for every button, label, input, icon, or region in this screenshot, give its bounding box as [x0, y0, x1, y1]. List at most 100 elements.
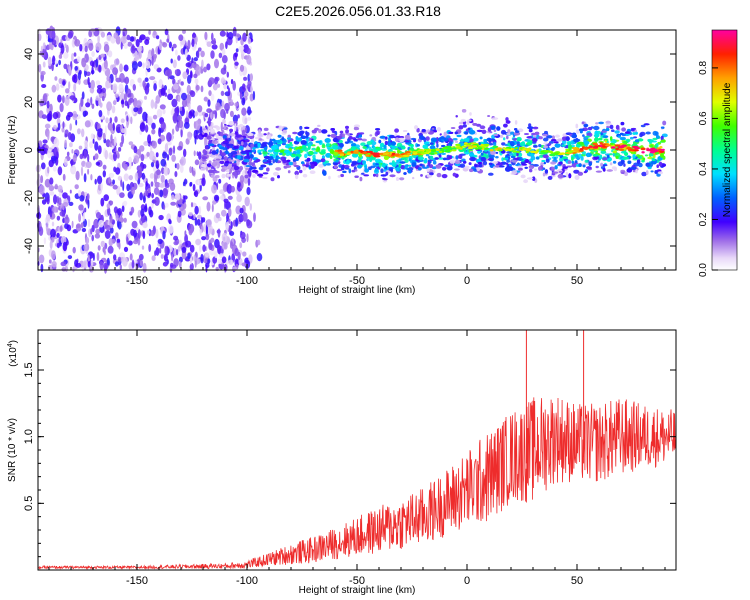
ridge-cell — [476, 123, 482, 127]
noise-speckle — [90, 228, 93, 235]
ridge-cell — [395, 161, 401, 164]
ridge-cell — [592, 154, 599, 157]
noise-speckle — [146, 151, 150, 157]
ridge-peak — [568, 150, 574, 153]
ridge-cell — [441, 174, 448, 179]
noise-speckle — [103, 246, 106, 254]
ridge-cell — [403, 172, 407, 175]
ridge-peak — [516, 150, 520, 154]
ridge-cell — [284, 165, 292, 168]
ridge-cell — [488, 162, 493, 166]
ridge-peak — [412, 152, 418, 155]
ridge-peak — [472, 145, 478, 148]
ridge-peak — [480, 143, 484, 147]
ridge-cell — [380, 174, 387, 177]
noise-speckle — [95, 80, 101, 86]
ridge-cell — [313, 151, 318, 155]
ridge-cell — [593, 133, 600, 138]
noise-speckle — [85, 102, 91, 108]
noise-speckle — [144, 190, 149, 197]
ridge-cell — [312, 154, 316, 159]
ridge-cell — [358, 134, 362, 138]
ridge-cell — [511, 170, 518, 175]
snr-panel: -150 -100 -50 0 50 0.5 1.0 1.5 Height of strai… — [7, 329, 677, 596]
ridge-peak — [489, 149, 494, 152]
noise-speckle — [112, 179, 115, 185]
noise-speckle — [84, 207, 87, 213]
noise-speckle — [166, 132, 172, 142]
noise-speckle — [53, 137, 60, 148]
ridge-cell — [448, 131, 454, 134]
ridge-peak — [504, 148, 511, 151]
ridge-cell — [395, 177, 400, 181]
ridge-cell — [211, 122, 214, 127]
ridge-cell — [387, 141, 392, 147]
noise-speckle — [62, 173, 66, 181]
ridge-cell — [532, 176, 536, 181]
ridge-cell — [583, 171, 587, 174]
noise-speckle — [137, 77, 142, 83]
noise-speckle — [212, 110, 217, 115]
ridge-cell — [282, 129, 287, 134]
noise-speckle — [116, 238, 120, 243]
noise-speckle — [199, 228, 202, 236]
noise-speckle — [142, 164, 147, 169]
ridge-peak — [435, 148, 441, 151]
ridge-cell — [437, 127, 441, 132]
noise-speckle — [145, 60, 151, 69]
ridge-cell — [594, 137, 599, 142]
ridge-cell — [463, 160, 467, 164]
noise-speckle — [173, 258, 179, 267]
noise-speckle — [49, 177, 54, 185]
noise-speckle — [229, 231, 235, 236]
noise-speckle — [170, 262, 174, 268]
ridge-cell — [359, 132, 365, 135]
noise-speckle — [72, 110, 78, 121]
ridge-cell — [492, 166, 496, 169]
ridge-peak — [549, 151, 554, 154]
noise-speckle — [244, 196, 250, 207]
noise-speckle — [57, 185, 63, 193]
noise-speckle — [177, 55, 181, 61]
noise-speckle — [208, 77, 215, 85]
ridge-cell — [419, 135, 424, 140]
noise-speckle — [172, 114, 178, 124]
ridge-cell — [328, 175, 331, 180]
ridge-cell — [301, 161, 305, 165]
ridge-cell — [240, 150, 247, 155]
ridge-cell — [639, 131, 646, 136]
ridge-peak — [661, 148, 665, 152]
ridge-cell — [355, 127, 360, 130]
noise-speckle — [130, 228, 136, 236]
ridge-cell — [624, 171, 628, 176]
noise-speckle — [111, 238, 116, 244]
noise-speckle — [78, 213, 82, 223]
ridge-cell — [595, 122, 599, 125]
noise-speckle — [203, 66, 207, 73]
noise-speckle — [182, 29, 186, 34]
ridge-cell — [408, 158, 412, 162]
ridge-cell — [441, 152, 446, 155]
ridge-peak — [464, 142, 468, 145]
ridge-peak — [583, 147, 589, 150]
ridge-cell — [554, 143, 561, 148]
ridge-cell — [459, 121, 464, 125]
noise-speckle — [51, 39, 57, 46]
noise-speckle — [203, 96, 208, 102]
noise-speckle — [246, 220, 253, 229]
noise-speckle — [172, 145, 176, 154]
ridge-cell — [327, 134, 331, 137]
ridge-cell — [221, 173, 226, 179]
ridge-cell — [575, 143, 581, 148]
ridge-cell — [250, 138, 254, 143]
ridge-cell — [487, 127, 492, 133]
ridge-cell — [443, 133, 447, 138]
ridge-cell — [383, 144, 387, 150]
noise-speckle — [73, 73, 78, 84]
ridge-cell — [534, 131, 540, 136]
ridge-cell — [567, 144, 573, 150]
noise-speckle — [181, 246, 187, 253]
ridge-cell — [201, 163, 206, 168]
noise-speckle — [46, 100, 50, 109]
ridge-cell — [630, 166, 637, 170]
